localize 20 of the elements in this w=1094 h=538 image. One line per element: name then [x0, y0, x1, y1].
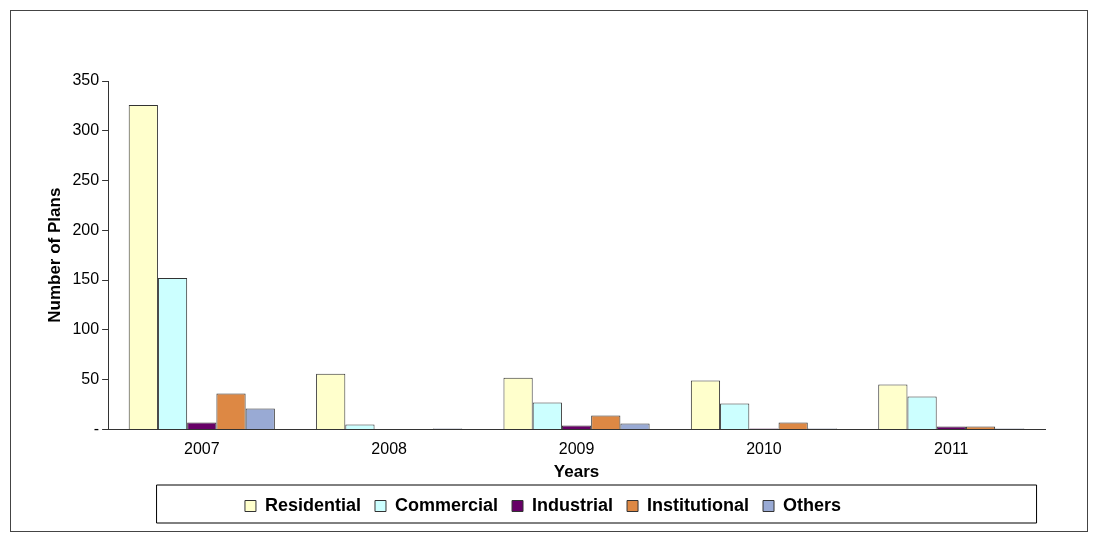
y-tick-label: 300 [72, 121, 100, 139]
y-tick-label: 150 [72, 270, 100, 288]
y-tick-label: 350 [72, 71, 100, 89]
y-axis-title: Number of Plans [44, 187, 64, 323]
y-tick-label: 50 [81, 370, 100, 388]
x-axis-title: Years [553, 462, 600, 482]
legend-label: Residential [264, 494, 361, 515]
x-tick-label: 2011 [934, 440, 969, 458]
legend-label: Industrial [532, 494, 614, 515]
x-tick-label: 2007 [183, 440, 220, 458]
y-tick-label: 250 [72, 170, 100, 188]
y-tick-label: - [93, 419, 100, 437]
y-tick-label: 200 [72, 220, 100, 238]
x-tick-label: 2009 [558, 440, 595, 458]
legend-label: Commercial [394, 494, 499, 515]
x-tick-label: 2008 [371, 440, 408, 458]
y-tick-label: 100 [72, 320, 100, 338]
legend-label: Institutional [647, 494, 750, 515]
legend-label: Others [783, 494, 842, 515]
x-tick-label: 2010 [746, 440, 782, 458]
